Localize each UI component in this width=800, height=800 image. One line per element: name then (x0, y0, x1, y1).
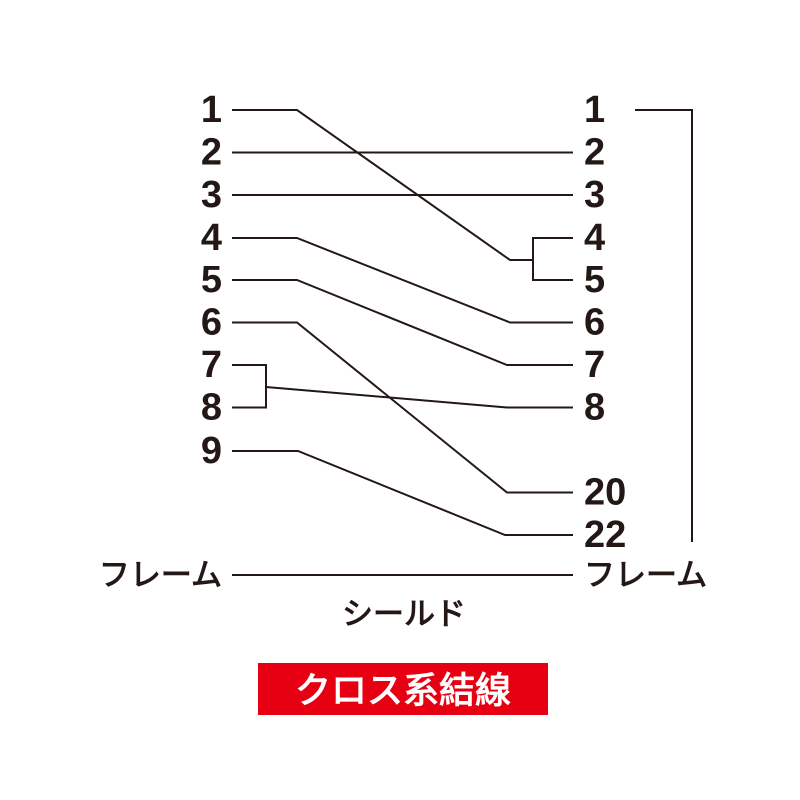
left-pin-label-5: 5 (201, 259, 222, 301)
right-pin-label-3: 3 (584, 174, 605, 216)
right-pin-label-1: 1 (584, 89, 605, 131)
right-pin-label-22: 22 (584, 514, 626, 556)
caption-badge (258, 663, 548, 715)
left-pin-label-2: 2 (201, 132, 222, 174)
right-pin-label-2: 2 (584, 132, 605, 174)
wire-left7-8-to-right8 (265, 386, 573, 409)
left-pin-label-3: 3 (201, 174, 222, 216)
left-pin-label-7: 7 (201, 344, 222, 386)
left-pin-label-1: 1 (201, 89, 222, 131)
right-pin-label-5: 5 (584, 259, 605, 301)
right-pin-label-7: 7 (584, 344, 605, 386)
left-frame-label: フレーム (99, 558, 222, 593)
right-pin-label-20: 20 (584, 472, 626, 514)
left-pin-label-6: 6 (201, 302, 222, 344)
wire-right1-to-frame (635, 109, 693, 542)
wire-left6-to-right20 (232, 321, 573, 494)
shield-label: シールド (342, 597, 466, 632)
right-frame-label: フレーム (584, 558, 707, 593)
wire-left9-to-right22 (232, 450, 573, 536)
wire-left4-to-right6 (232, 237, 573, 324)
bracket-left7-left8 (232, 364, 267, 409)
left-pin-label-9: 9 (201, 430, 222, 472)
caption-label: クロス系結線 (295, 670, 511, 711)
wire-left1-to-right4-5 (232, 109, 533, 261)
bracket-right4-right5 (532, 237, 573, 281)
right-pin-label-6: 6 (584, 302, 605, 344)
right-pin-label-4: 4 (584, 217, 605, 259)
wire-left5-to-right7 (232, 279, 573, 366)
left-pin-label-8: 8 (201, 387, 222, 429)
right-pin-label-8: 8 (584, 387, 605, 429)
left-pin-label-4: 4 (201, 217, 222, 259)
